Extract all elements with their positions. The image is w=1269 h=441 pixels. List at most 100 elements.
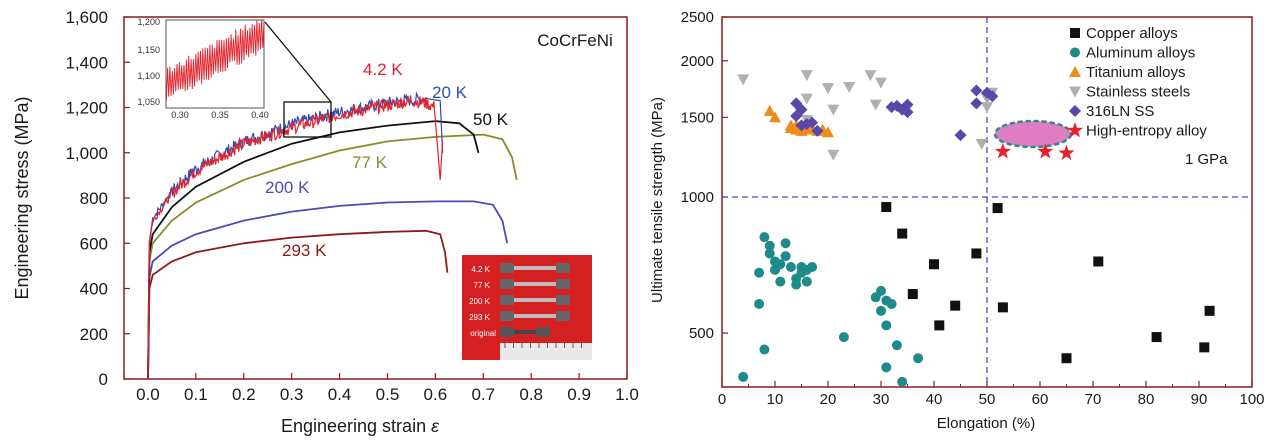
point-aluminum-alloys — [738, 371, 749, 382]
point-aluminum-alloys — [791, 279, 802, 290]
x-tick-label: 60 — [1032, 391, 1049, 408]
point-316ln-ss — [970, 84, 983, 97]
point-stainless-steels — [800, 70, 813, 82]
y-tick-label: 400 — [80, 280, 108, 299]
specimen-rows — [500, 263, 570, 337]
point-316ln-ss — [806, 116, 819, 129]
point-copper-alloys — [971, 248, 982, 259]
curve-label-4-2k: 4.2 K — [363, 60, 403, 79]
left-chart: 0.0 0.1 0.2 0.3 0.4 0.5 0.6 0.7 0.8 0.9 1.0 0 200 400… — [12, 8, 639, 436]
legend-marker — [1070, 28, 1080, 38]
x-tick-label: 0.3 — [280, 385, 304, 404]
specimen-grip — [500, 279, 514, 289]
x-tick-label: 1.0 — [615, 385, 639, 404]
point-copper-alloys — [1061, 353, 1072, 364]
point-aluminum-alloys — [881, 320, 892, 331]
point-stainless-steels — [827, 104, 840, 116]
legend-marker — [1070, 47, 1080, 58]
point-stainless-steels — [869, 99, 882, 111]
y-tick-label: 1,000 — [65, 144, 108, 163]
curve-label-293k: 293 K — [282, 241, 327, 260]
point-copper-alloys — [1204, 305, 1215, 316]
point-aluminum-alloys — [881, 362, 892, 373]
legend-marker — [1066, 122, 1084, 138]
zoom-connector-line — [264, 21, 332, 103]
x-tick-label: 70 — [1085, 391, 1102, 408]
curve-label-77k: 77 K — [352, 153, 388, 172]
x-tick-label: 0.8 — [519, 385, 543, 404]
point-aluminum-alloys — [897, 376, 908, 387]
point-copper-alloys — [950, 300, 961, 311]
y-tick-label: 1500 — [681, 109, 714, 126]
legend-marker — [1069, 66, 1081, 77]
specimen-grip — [556, 263, 570, 273]
specimen-grip — [500, 311, 514, 321]
photo-label: original — [470, 329, 496, 338]
point-aluminum-alloys — [754, 267, 765, 278]
y-tick-label: 1,400 — [65, 53, 108, 72]
specimen-gauge — [514, 266, 556, 270]
point-titanium-alloys — [822, 126, 834, 138]
point-copper-alloys — [1151, 332, 1162, 343]
point-aluminum-alloys — [913, 353, 924, 364]
legend-label: High-entropy alloy — [1086, 123, 1207, 140]
x-tick-label: 20 — [820, 391, 837, 408]
point-copper-alloys — [997, 302, 1008, 313]
x-tick-label: 0.1 — [184, 385, 208, 404]
left-x-axis-label: Engineering strain ε — [281, 416, 440, 436]
specimen-grip — [500, 263, 514, 273]
point-aluminum-alloys — [775, 276, 786, 287]
point-316ln-ss — [901, 106, 914, 119]
legend-label: Stainless steels — [1086, 84, 1190, 101]
specimen-gauge — [514, 314, 556, 318]
y-tick-label: 1,200 — [65, 99, 108, 118]
y-tick-label: 0 — [99, 370, 108, 389]
specimen-grip — [556, 279, 570, 289]
x-tick-label: 90 — [1191, 391, 1208, 408]
point-316ln-ss — [795, 103, 808, 116]
legend-label: Copper alloys — [1086, 25, 1178, 42]
x-tick-label: 0.7 — [471, 385, 495, 404]
specimen-grip — [556, 295, 570, 305]
point-stainless-steels — [843, 82, 856, 94]
specimen-photo: 4.2 K 77 K 200 K 293 K original — [462, 255, 592, 360]
point-copper-alloys — [929, 259, 939, 270]
point-aluminum-alloys — [764, 240, 775, 251]
curve-label-50k: 50 K — [473, 110, 509, 129]
point-316ln-ss — [811, 124, 824, 137]
right-axis-ticks: 0 10 20 30 40 50 60 70 80 90 100 500 1000 1500 2000 250… — [681, 9, 1265, 408]
legend-marker — [1069, 105, 1081, 117]
point-stainless-steels — [827, 149, 840, 161]
specimen-grip — [536, 327, 550, 337]
point-copper-alloys — [881, 202, 892, 213]
ref-line-label: 1 GPa — [1185, 151, 1228, 168]
curve-label-20k: 20 K — [432, 83, 468, 102]
point-aluminum-alloys — [807, 262, 818, 273]
curve-293-k — [147, 229, 449, 379]
hea-highlight-ellipse — [993, 119, 1073, 149]
specimen-gauge — [514, 298, 556, 302]
inset-ytick: 1,050 — [137, 97, 160, 107]
point-copper-alloys — [934, 320, 945, 331]
point-copper-alloys — [897, 228, 908, 239]
point-aluminum-alloys — [891, 340, 902, 351]
photo-label: 77 K — [474, 281, 491, 290]
point-stainless-steels — [822, 83, 834, 95]
point-aluminum-alloys — [764, 248, 775, 259]
left-axis-ticks: 0.0 0.1 0.2 0.3 0.4 0.5 0.6 0.7 0.8 0.9 1.0 0 200 400… — [65, 8, 638, 404]
specimen-gauge — [514, 330, 536, 334]
right-y-axis-label: Ultimate tensile strength (MPa) — [649, 97, 666, 303]
legend-label: Aluminum alloys — [1086, 45, 1195, 62]
curve-20-k — [147, 91, 444, 379]
specimen-gauge — [514, 282, 556, 286]
point-stainless-steels — [875, 77, 887, 89]
reference-lines — [722, 17, 1252, 387]
y-tick-label: 1,600 — [65, 8, 108, 27]
point-316ln-ss — [901, 98, 914, 111]
inset-ytick: 1,100 — [137, 71, 160, 81]
y-tick-label: 2500 — [681, 9, 714, 26]
photo-ruler — [500, 343, 592, 360]
curve-label-200k: 200 K — [265, 178, 310, 197]
point-aluminum-alloys — [759, 344, 770, 355]
x-tick-label: 10 — [767, 391, 784, 408]
